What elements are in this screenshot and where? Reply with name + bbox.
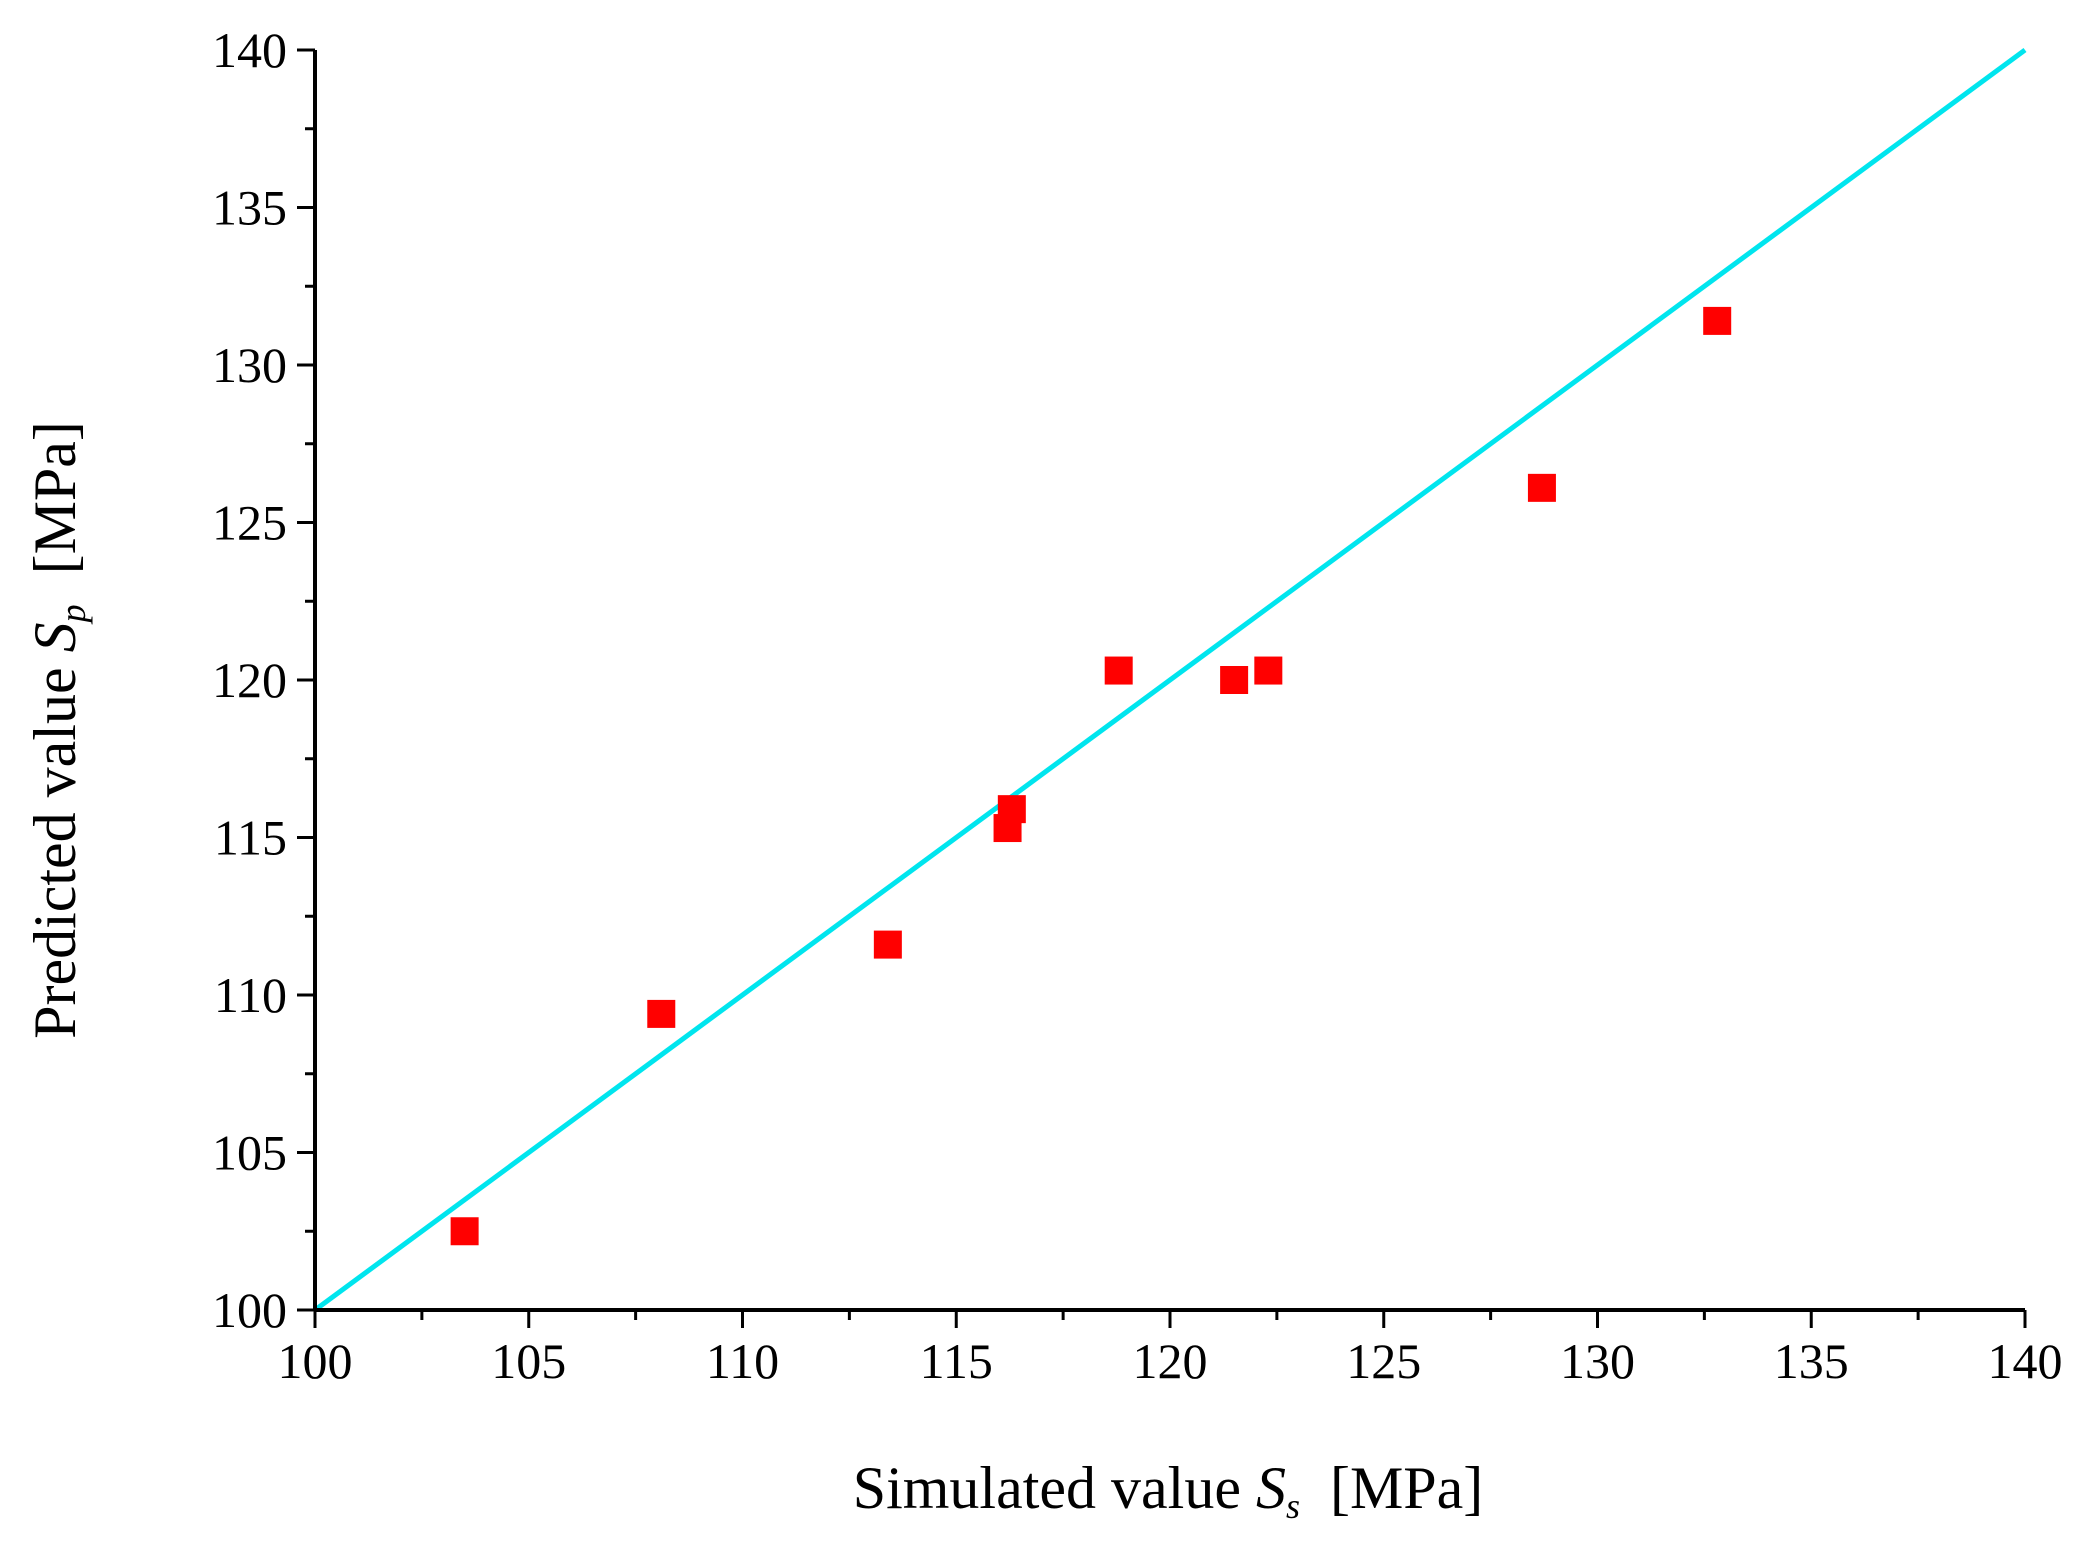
y-tick-label: 125 bbox=[212, 495, 287, 551]
x-tick-label: 110 bbox=[706, 1333, 779, 1389]
data-point bbox=[1254, 656, 1283, 685]
data-point bbox=[450, 1217, 479, 1246]
x-tick-label: 120 bbox=[1133, 1333, 1208, 1389]
y-axis-title: Predicted value Sp [MPa] bbox=[22, 421, 93, 1039]
x-tick-label: 140 bbox=[1988, 1333, 2063, 1389]
y-tick-label: 120 bbox=[212, 652, 287, 708]
data-point bbox=[997, 795, 1026, 824]
data-point bbox=[1104, 656, 1133, 685]
x-tick-label: 115 bbox=[920, 1333, 993, 1389]
x-tick-label: 135 bbox=[1774, 1333, 1849, 1389]
y-tick-label: 115 bbox=[214, 810, 287, 866]
y-tick-label: 130 bbox=[212, 337, 287, 393]
x-tick-label: 125 bbox=[1346, 1333, 1421, 1389]
data-point bbox=[873, 930, 902, 959]
x-tick-label: 100 bbox=[278, 1333, 353, 1389]
data-point bbox=[647, 999, 676, 1028]
data-point bbox=[1703, 306, 1732, 335]
plot-area bbox=[313, 47, 2027, 1313]
x-axis: 100 105 110 115 120 125 130 135 140 bbox=[278, 1308, 2063, 1389]
x-axis-title: Simulated value Ss [MPa] bbox=[853, 1455, 1484, 1526]
y-axis: 100 105 110 115 120 125 130 135 140 bbox=[212, 22, 317, 1338]
y-tick-label: 100 bbox=[212, 1282, 287, 1338]
y-tick-label: 135 bbox=[212, 180, 287, 236]
y-tick-label: 140 bbox=[212, 22, 287, 78]
x-tick-label: 130 bbox=[1560, 1333, 1635, 1389]
y-tick-label: 110 bbox=[214, 967, 287, 1023]
x-tick-label: 105 bbox=[491, 1333, 566, 1389]
y-tick-label: 105 bbox=[212, 1125, 287, 1181]
data-point bbox=[1220, 666, 1249, 694]
reference-line bbox=[313, 47, 2027, 1313]
data-point bbox=[1527, 473, 1556, 502]
